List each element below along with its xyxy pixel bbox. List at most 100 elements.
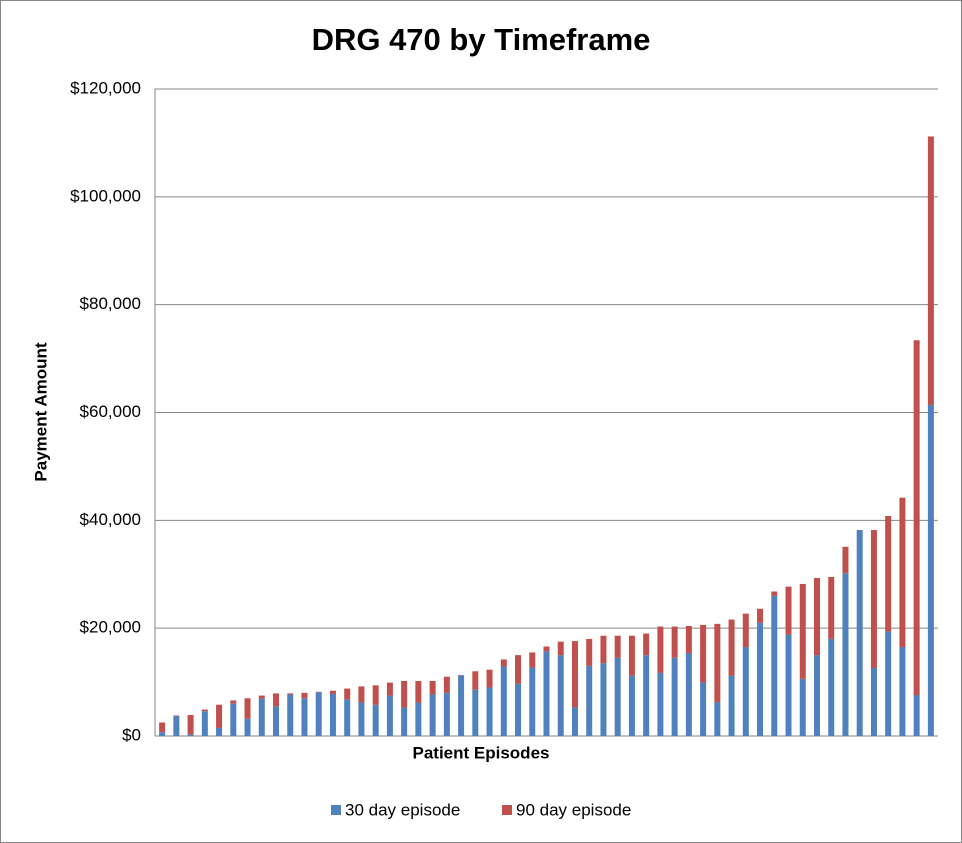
bar-segment	[728, 675, 735, 736]
bar-segment	[515, 655, 522, 684]
bar-segment	[258, 698, 265, 736]
bar-segment	[329, 693, 336, 736]
bar-segment	[415, 702, 422, 736]
bar-segment	[757, 608, 764, 623]
y-tick-label: $40,000	[80, 510, 141, 529]
bar-segment	[913, 340, 920, 696]
bar-segment	[372, 685, 379, 705]
bar-segment	[600, 663, 607, 736]
chart-title: DRG 470 by Timeframe	[312, 22, 651, 57]
bar-segment	[529, 667, 536, 736]
bar-segment	[401, 707, 408, 736]
bar-segment	[714, 623, 721, 703]
bar-segment	[344, 699, 351, 736]
bar-segment	[870, 530, 877, 669]
bar-segment	[230, 703, 237, 736]
bar-segment	[372, 704, 379, 736]
bar-segment	[557, 641, 564, 656]
bar-segment	[386, 695, 393, 736]
bar-segment	[927, 136, 934, 405]
bar-segment	[885, 631, 892, 736]
bar-segment	[500, 659, 507, 667]
bar-segment	[429, 681, 436, 695]
bar-segment	[700, 624, 707, 683]
bar-segment	[443, 676, 450, 693]
bar-segment	[813, 578, 820, 656]
bar-segment	[443, 692, 450, 736]
bar-segment	[571, 707, 578, 736]
bar-segment	[543, 646, 550, 652]
bar-segment	[187, 734, 194, 736]
y-tick-label: $100,000	[70, 186, 141, 205]
bar-segment	[216, 704, 223, 728]
bar-segment	[230, 700, 237, 704]
bar-segment	[614, 635, 621, 658]
bar-segment	[386, 682, 393, 696]
legend-label: 30 day episode	[345, 800, 460, 819]
bar-segment	[586, 665, 593, 736]
bar-segment	[700, 682, 707, 736]
bar-segment	[628, 635, 635, 676]
bar-segment	[828, 638, 835, 736]
bar-segment	[856, 530, 863, 736]
bar-segment	[258, 695, 265, 699]
bar-segment	[913, 695, 920, 736]
bar-segment	[401, 681, 408, 708]
bar-segment	[358, 702, 365, 736]
bar-segment	[671, 657, 678, 736]
bar-segment	[500, 666, 507, 736]
bar-segment	[714, 702, 721, 736]
y-tick-label: $20,000	[80, 618, 141, 637]
bar-segment	[799, 678, 806, 736]
y-tick-label: $120,000	[70, 78, 141, 97]
bar-segment	[657, 626, 664, 673]
bar-segment	[842, 573, 849, 736]
legend-swatch	[331, 805, 341, 815]
bar-segment	[486, 687, 493, 736]
bar-segment	[657, 672, 664, 736]
bar-segment	[287, 694, 294, 736]
bar-segment	[472, 689, 479, 736]
bar-segment	[628, 675, 635, 736]
bar-segment	[429, 694, 436, 736]
bar-segment	[842, 546, 849, 574]
bar-segment	[671, 626, 678, 658]
legend-label: 90 day episode	[516, 800, 631, 819]
bar-segment	[771, 591, 778, 596]
bar-segment	[885, 516, 892, 632]
bar-segment	[771, 595, 778, 736]
bar-segment	[927, 404, 934, 736]
bar-segment	[187, 714, 194, 735]
bar-segment	[614, 657, 621, 736]
bar-segment	[415, 681, 422, 703]
bar-segment	[244, 718, 251, 736]
bar-segment	[201, 709, 208, 712]
bar-segment	[287, 693, 294, 695]
bar-segment	[273, 693, 280, 707]
y-axis-title: Payment Amount	[31, 342, 50, 482]
y-tick-label: $80,000	[80, 294, 141, 313]
bar-segment	[813, 655, 820, 736]
bar-segment	[586, 638, 593, 666]
bar-segment	[201, 711, 208, 736]
legend-swatch	[502, 805, 512, 815]
bar-segment	[728, 619, 735, 676]
bar-segment	[685, 652, 692, 736]
bar-segment	[472, 671, 479, 690]
bar-segment	[685, 626, 692, 653]
bar-segment	[828, 576, 835, 639]
x-axis-title: Patient Episodes	[413, 743, 550, 762]
bar-segment	[173, 715, 180, 717]
bar-segment	[244, 698, 251, 719]
bar-segment	[458, 675, 465, 736]
bar-segment	[543, 651, 550, 736]
bar-segment	[899, 497, 906, 648]
bar-segment	[515, 683, 522, 736]
bar-segment	[785, 586, 792, 635]
bar-segment	[742, 647, 749, 736]
bar-segment	[358, 686, 365, 703]
bar-segment	[173, 716, 180, 736]
bar-segment	[329, 690, 336, 694]
bar-segment	[315, 691, 322, 693]
